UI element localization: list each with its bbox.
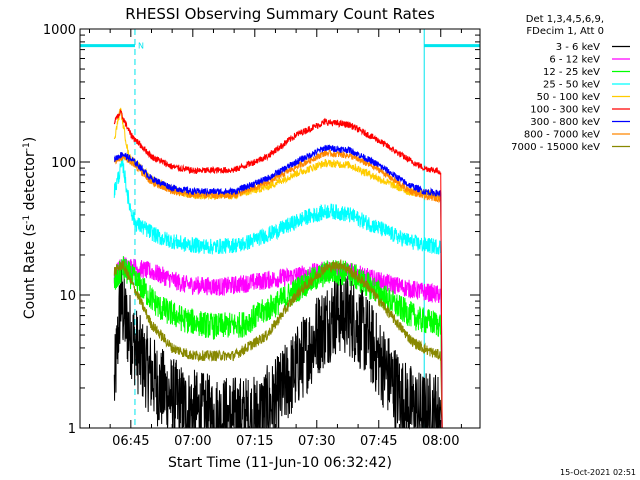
y-tick-label: 1000 [43, 23, 76, 38]
legend-label: 7000 - 15000 keV [511, 142, 600, 153]
plot-frame [79, 28, 481, 429]
x-axis-label: Start Time (11-Jun-10 06:32:42) [168, 455, 392, 471]
series-line [113, 259, 443, 429]
x-tick-label: 06:45 [112, 434, 149, 449]
y-tick-label: 1 [68, 422, 76, 437]
legend-header: Det 1,3,4,5,6,9, [526, 14, 604, 25]
legend-label: 12 - 25 keV [543, 67, 600, 78]
series-line [113, 256, 443, 429]
x-tick-label: 08:00 [422, 434, 459, 449]
x-tick-label: 07:30 [298, 434, 335, 449]
series-line [113, 256, 443, 429]
y-tick-label: 10 [59, 289, 76, 304]
y-axis-label: Count Rate (s-1 detector-1) [22, 137, 38, 319]
series-line [113, 269, 443, 430]
x-tick-label: 07:45 [360, 434, 397, 449]
legend-label: 300 - 800 keV [530, 117, 600, 128]
legend-label: 6 - 12 keV [549, 55, 600, 66]
timestamp: 15-Oct-2021 02:51 [560, 468, 636, 477]
legend-label: 25 - 50 keV [543, 80, 600, 91]
series-line [113, 156, 443, 429]
x-tick-label: 07:15 [236, 434, 273, 449]
night-label: N [138, 42, 144, 51]
chart-title: RHESSI Observing Summary Count Rates [125, 5, 435, 23]
legend-label: 50 - 100 keV [537, 92, 601, 103]
x-tick-label: 07:00 [174, 434, 211, 449]
series-line [113, 109, 443, 429]
legend-label: 3 - 6 keV [556, 42, 600, 53]
legend-label: 100 - 300 keV [530, 105, 600, 116]
legend-label: 800 - 7000 keV [524, 130, 600, 141]
series-line [113, 144, 443, 429]
legend-header: FDecim 1, Att 0 [526, 26, 604, 37]
y-tick-label: 100 [51, 156, 76, 171]
